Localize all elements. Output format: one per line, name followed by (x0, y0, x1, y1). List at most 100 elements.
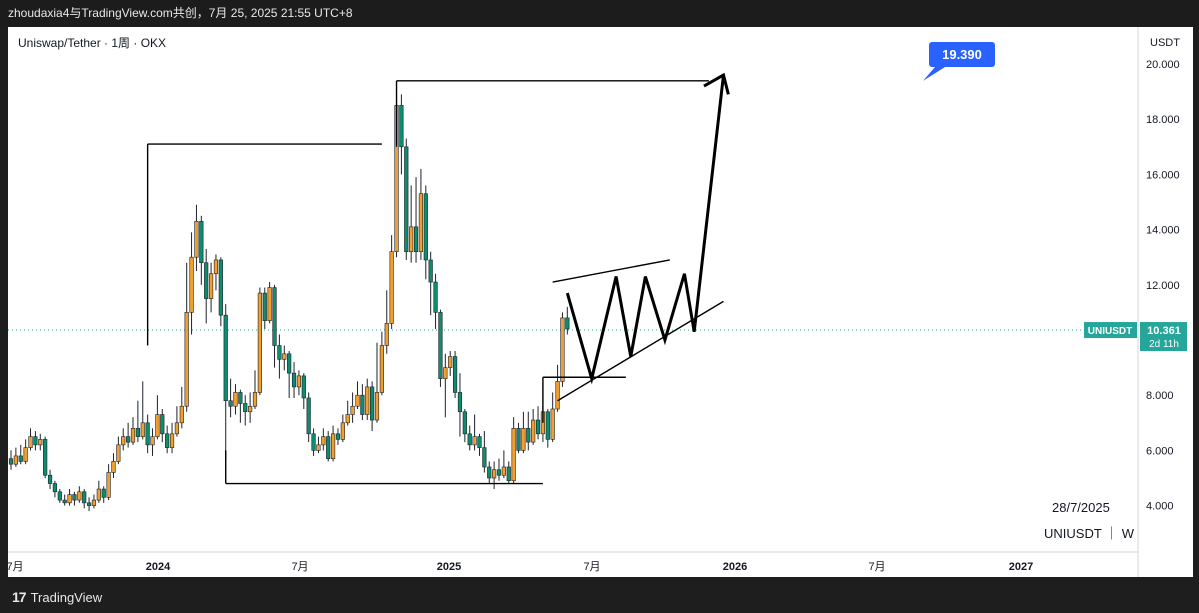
candle-body (565, 317, 570, 330)
candle-body (38, 439, 43, 446)
channel-top-line (552, 259, 670, 283)
candle (413, 177, 419, 263)
candle-body (404, 146, 409, 252)
candle (365, 378, 370, 421)
candle (213, 254, 219, 291)
candle (384, 290, 389, 354)
candle (135, 400, 140, 443)
candle-body (72, 494, 77, 501)
time-tick-label: 2025 (437, 561, 461, 573)
candle-body (199, 221, 204, 264)
candle (272, 284, 277, 368)
candle (67, 489, 72, 506)
candle (165, 425, 170, 454)
candle-body (184, 312, 189, 407)
candle-body (330, 433, 336, 459)
candle-body (326, 436, 331, 459)
candle-body (389, 251, 394, 324)
watermark-symbol: UNIUSDT ｜ W (1044, 526, 1135, 541)
candle-body (204, 262, 209, 299)
price-tick-label: 18.000 (1146, 114, 1180, 126)
candle (472, 414, 477, 451)
candle-body (428, 259, 433, 283)
candle-body (413, 226, 419, 252)
candle-body (535, 419, 541, 435)
candle (443, 353, 448, 418)
candle (340, 414, 345, 443)
candle-body (365, 386, 370, 415)
candle (91, 494, 97, 509)
candle (330, 425, 336, 462)
candle (277, 334, 282, 379)
candle-body (13, 455, 18, 465)
candle-body (423, 193, 428, 261)
candle-body (399, 105, 404, 148)
time-tick-label: 2027 (1009, 561, 1033, 573)
candle (189, 232, 194, 335)
candle (208, 262, 214, 313)
candle (379, 331, 384, 396)
candle (121, 428, 126, 451)
candle-body (243, 403, 248, 413)
candle-body (384, 323, 389, 346)
price-axis-panel (1138, 27, 1193, 577)
candle-body (150, 436, 155, 446)
candle (204, 248, 209, 324)
candle-body (311, 433, 316, 451)
candle (526, 411, 531, 451)
candle-body (18, 455, 23, 462)
candle-body (179, 405, 184, 424)
brand-name: TradingView (30, 590, 103, 605)
candle-body (472, 436, 477, 446)
candle-body (91, 499, 97, 506)
candle-body (213, 259, 219, 275)
candle (370, 381, 375, 432)
candle (72, 491, 77, 506)
candle (155, 395, 160, 440)
top-bar: zhoudaxia4与TradingView.com共创，7月 25, 2025… (0, 0, 1199, 27)
candle-body (43, 439, 48, 476)
price-tick-label: 14.000 (1146, 225, 1180, 237)
candle-body (272, 287, 277, 346)
candle-body (511, 428, 516, 482)
candle (77, 486, 82, 503)
candle (550, 392, 555, 443)
candle (223, 304, 228, 459)
candle (457, 373, 463, 437)
chart-canvas[interactable]: USDT4.0006.0008.00010.00012.00014.00016.… (0, 0, 1199, 580)
candle-body (287, 353, 292, 374)
candle (8, 450, 14, 470)
target-label-text: 19.390 (942, 47, 982, 62)
price-tick-label: 16.000 (1146, 169, 1180, 181)
candle (257, 287, 262, 396)
candle (301, 373, 306, 409)
candle-body (169, 433, 175, 448)
candle-body (155, 414, 160, 437)
chart-frame[interactable] (8, 27, 1193, 577)
candle-body (340, 422, 345, 440)
candle (452, 351, 458, 398)
symbol-legend[interactable]: Uniswap/Tether · 1周 · OKX (18, 36, 167, 50)
pattern-lines-group (146, 80, 724, 485)
candle (106, 464, 111, 501)
candle (335, 428, 341, 445)
candle-body (282, 353, 287, 360)
candle (516, 422, 521, 454)
candle (282, 345, 287, 371)
candle-body (101, 488, 106, 498)
candle (126, 422, 131, 448)
price-tick-label: 12.000 (1146, 280, 1180, 292)
candle-body (194, 221, 199, 258)
candle-body (218, 259, 223, 316)
candle (306, 392, 311, 443)
chart-title: zhoudaxia4与TradingView.com共创，7月 25, 2025… (8, 6, 353, 20)
candle (116, 436, 121, 465)
projection-zigzag (565, 74, 725, 385)
candle-body (482, 447, 487, 468)
tradingview-logo[interactable]: 17 TradingView (12, 589, 102, 605)
candle-body (355, 394, 360, 407)
candle-body (555, 381, 560, 410)
candle-body (335, 433, 341, 440)
candle-body (374, 392, 380, 421)
candle (57, 489, 62, 503)
